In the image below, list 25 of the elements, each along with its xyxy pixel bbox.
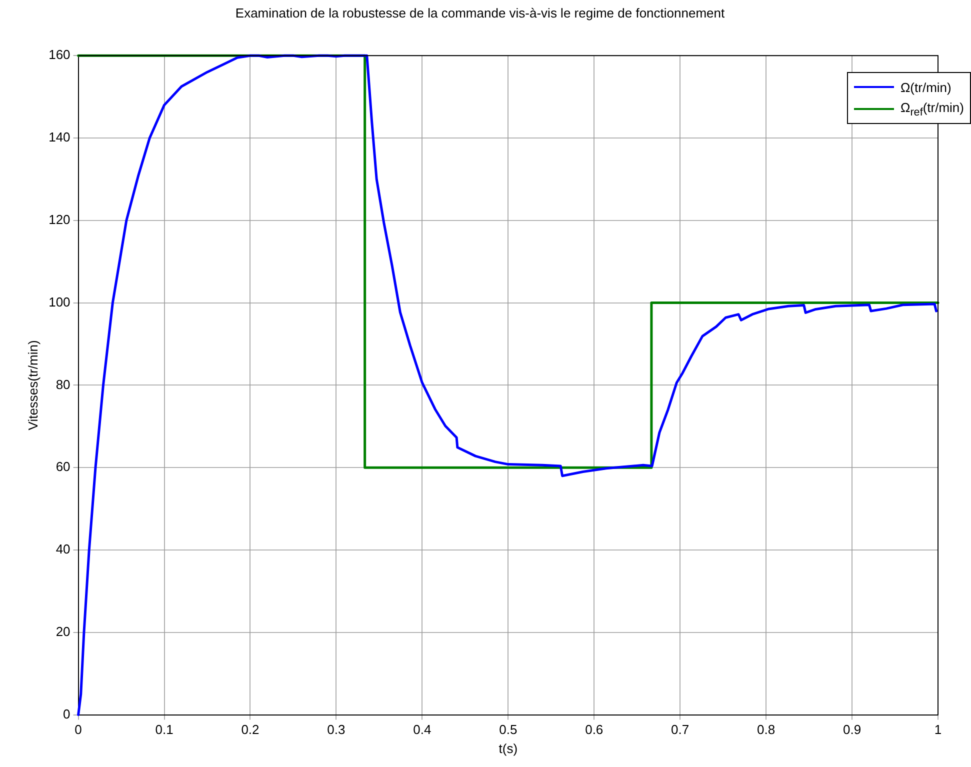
x-tick-label: 0 [74, 722, 82, 738]
x-tick-label: 0.3 [327, 722, 346, 738]
x-tick-label: 0.5 [499, 722, 518, 738]
y-tick-label: 160 [48, 47, 70, 62]
x-tick-label: 0.1 [155, 722, 174, 738]
x-axis-title: t(s) [498, 740, 518, 756]
y-tick-label: 60 [56, 459, 70, 474]
legend-label: Ω(tr/min) [900, 80, 952, 94]
x-tick-label: 0.2 [241, 722, 260, 738]
y-tick-label: 80 [56, 376, 70, 392]
chart-title: Examination de la robustesse de la commande vis-à-vis le regime de fonctionnement [235, 5, 725, 20]
x-tick-label: 0.4 [413, 722, 432, 738]
x-tick-label: 0.9 [842, 722, 862, 738]
x-tick-label: 0.7 [671, 722, 690, 738]
y-tick-label: 20 [56, 624, 70, 639]
x-tick-label: 0.8 [757, 722, 776, 738]
y-tick-label: 100 [48, 294, 70, 310]
y-tick-label: 140 [48, 130, 70, 145]
y-tick-label: 40 [56, 542, 70, 557]
x-tick-label: 0.6 [585, 722, 604, 738]
y-axis-title: Vitesses(tr/min) [25, 340, 40, 430]
y-tick-label: 0 [63, 706, 70, 722]
legend-label: Ω$_{ref}$(tr/min) [900, 100, 964, 118]
x-tick-label: 1 [934, 722, 942, 738]
y-tick-label: 120 [48, 212, 70, 227]
